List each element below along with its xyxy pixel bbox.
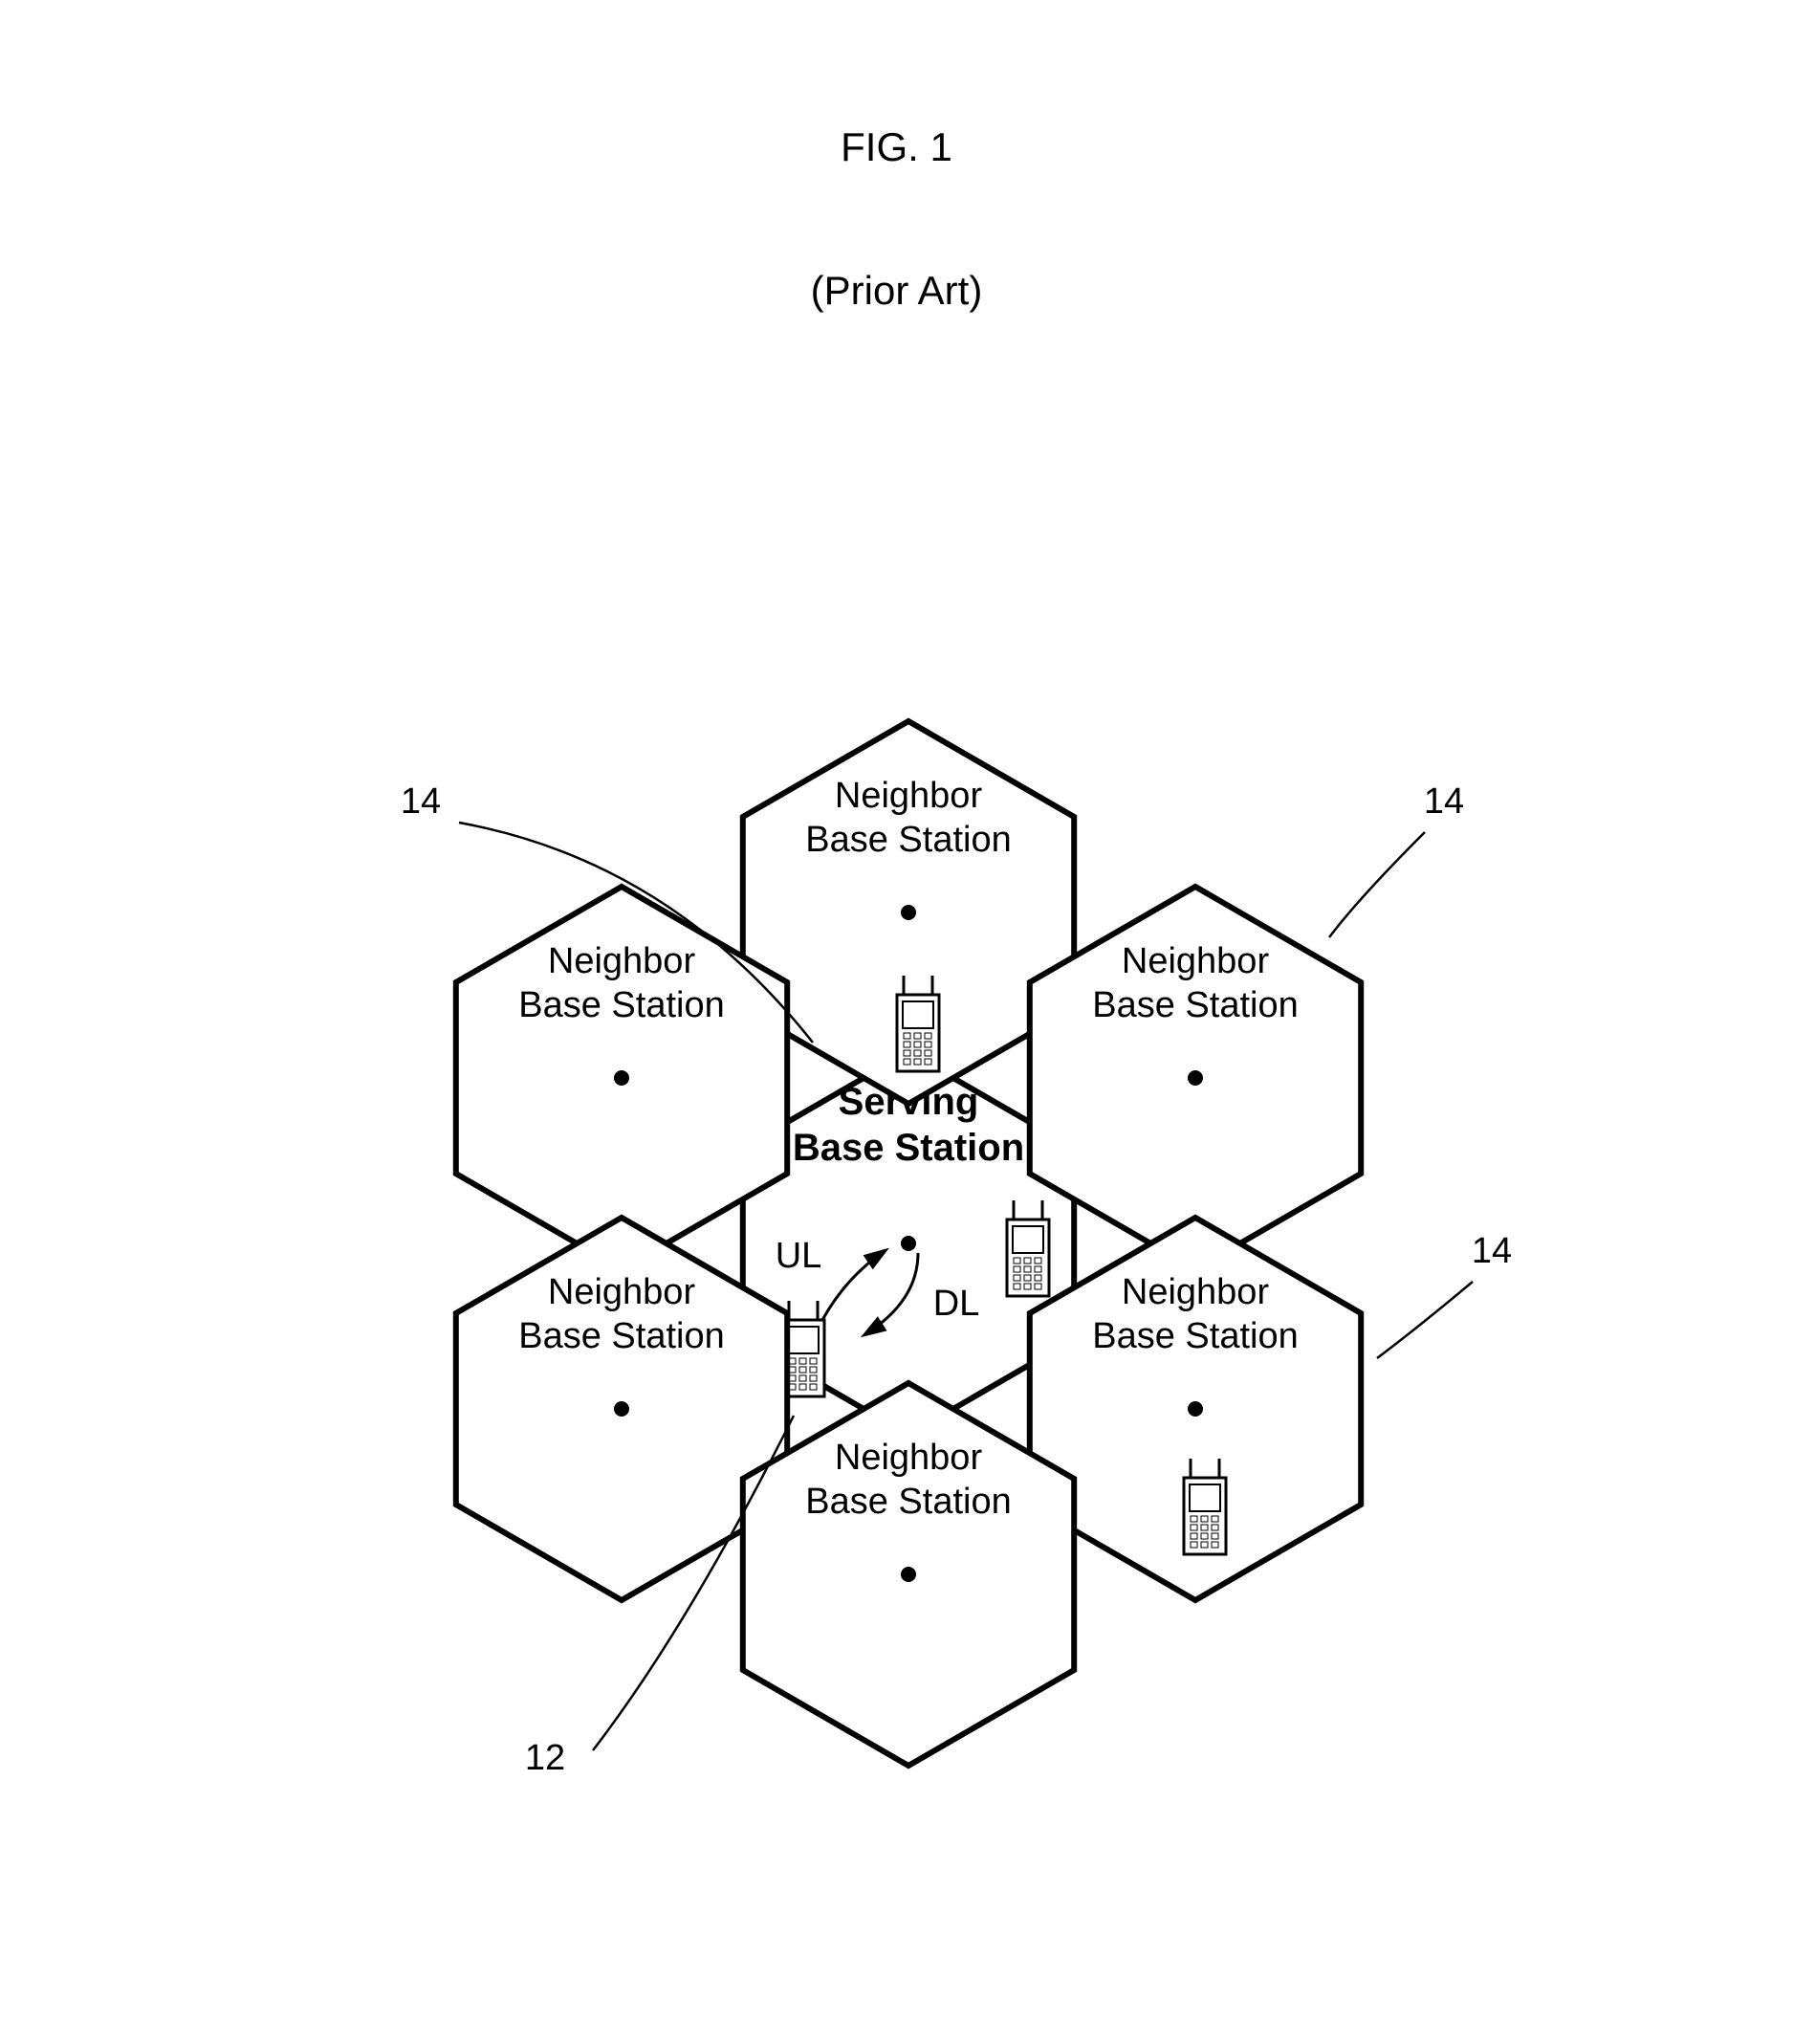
base-station-dot xyxy=(1188,1070,1203,1086)
callout-label: 12 xyxy=(525,1738,565,1778)
base-station-dot xyxy=(614,1401,629,1417)
base-station-dot xyxy=(614,1070,629,1086)
base-station-dot xyxy=(901,905,916,920)
callout-label: 14 xyxy=(1472,1231,1512,1271)
base-station-dot xyxy=(901,1567,916,1582)
cell-label-line1: Neighbor xyxy=(835,776,983,816)
hex-cell-bottom-left: NeighborBase Station xyxy=(456,1218,787,1600)
cell-label-line2: Base Station xyxy=(1092,1316,1298,1356)
dl-label: DL xyxy=(933,1284,980,1324)
cell-label-line2: Base Station xyxy=(805,1482,1011,1522)
hex-cell-top-left: NeighborBase Station xyxy=(456,887,787,1269)
callout-label: 14 xyxy=(1424,781,1464,822)
cell-label-line2: Base Station xyxy=(805,820,1011,860)
cell-label-line1: Neighbor xyxy=(1122,1272,1270,1312)
callout-leader xyxy=(1329,832,1425,937)
hex-cell-top-right: NeighborBase Station xyxy=(1030,887,1361,1269)
cell-label-line2: Base Station xyxy=(518,985,724,1025)
cell-label-line2: Base Station xyxy=(1092,985,1298,1025)
hex-cell-top: NeighborBase Station xyxy=(743,721,1074,1104)
callout-label: 14 xyxy=(401,781,441,822)
base-station-dot xyxy=(901,1236,916,1251)
ul-label: UL xyxy=(776,1236,822,1276)
cell-label-line1: Neighbor xyxy=(548,941,696,981)
hex-cell-center: ServingBase StationULDL xyxy=(743,1052,1074,1435)
callout-leader xyxy=(1377,1282,1473,1358)
cell-label-line1: Neighbor xyxy=(835,1438,983,1478)
cell-label-line1: Neighbor xyxy=(1122,941,1270,981)
cell-label-line1: Neighbor xyxy=(548,1272,696,1312)
hex-cell-bottom-right: NeighborBase Station xyxy=(1030,1218,1361,1600)
base-station-dot xyxy=(1188,1401,1203,1417)
cell-label-line2: Base Station xyxy=(793,1127,1024,1169)
cell-diagram: ServingBase StationULDLNeighborBase Stat… xyxy=(0,0,1793,2044)
cell-label-line2: Base Station xyxy=(518,1316,724,1356)
hex-cell-bottom: NeighborBase Station xyxy=(743,1383,1074,1766)
